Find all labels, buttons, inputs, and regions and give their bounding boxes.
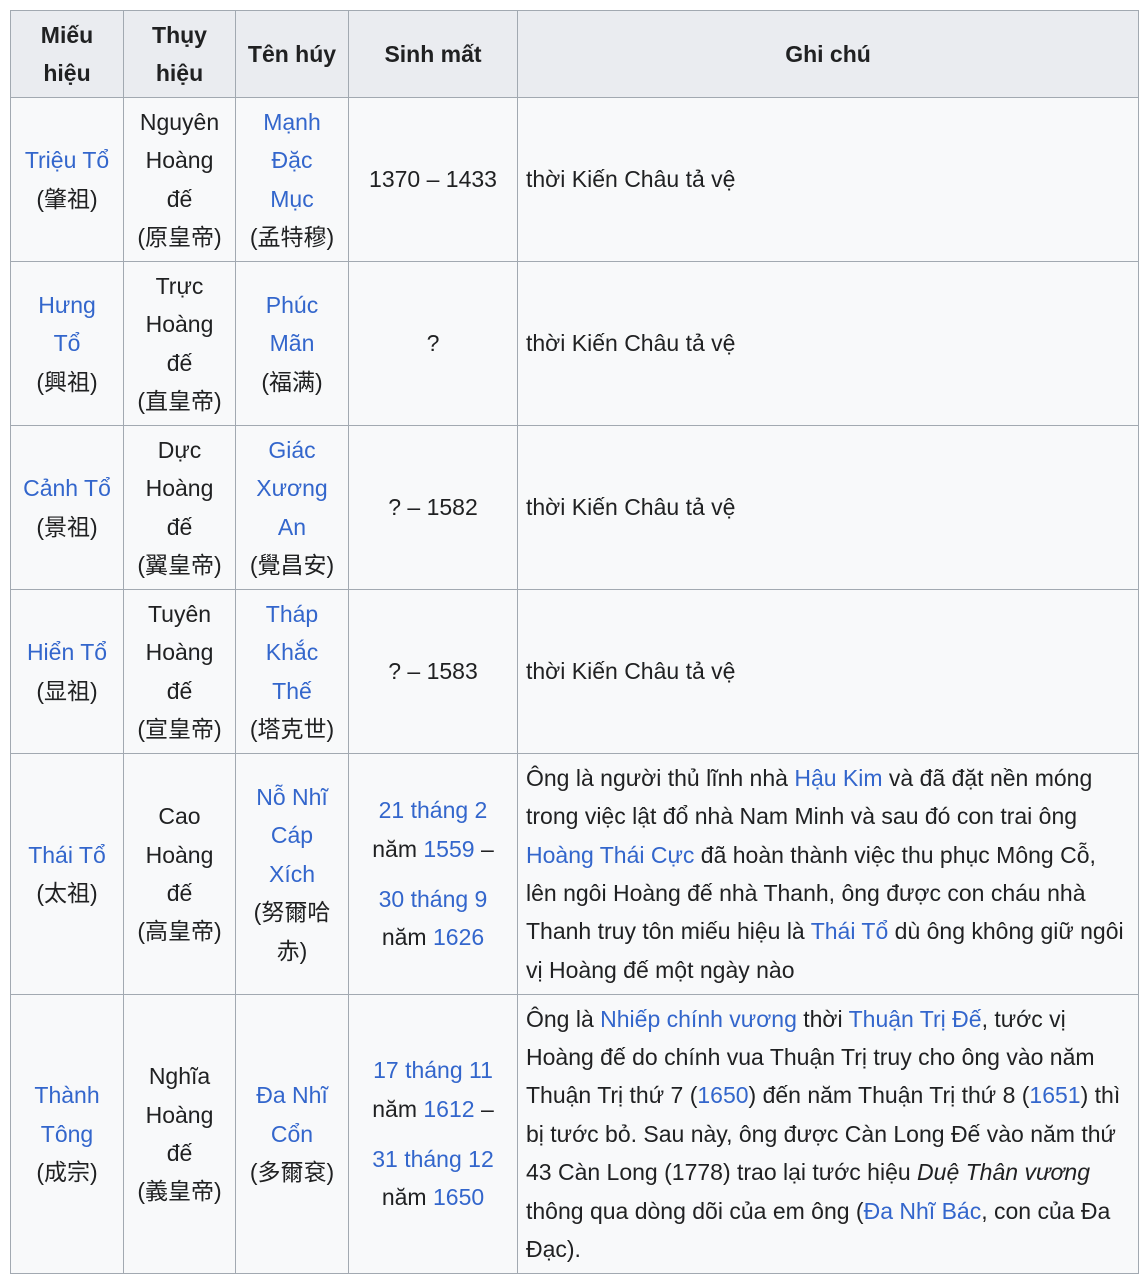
table-row: Thành Tông (成宗) Nghĩa Hoàng đế (義皇帝) Đa … bbox=[10, 994, 1139, 1274]
ten-huy-link[interactable]: Mạnh Đặc Mục bbox=[263, 108, 321, 212]
mieu-hieu-link[interactable]: Thành Tông bbox=[34, 1082, 100, 1147]
death-date-link[interactable]: 31 tháng 12 bbox=[372, 1146, 494, 1172]
sinh-mat-cell: ? – 1582 bbox=[348, 425, 518, 590]
ten-huy-cell: Giác Xương An (覺昌安) bbox=[235, 425, 349, 590]
nhiep-chinh-vuong-link[interactable]: Nhiếp chính vương bbox=[600, 1005, 797, 1032]
sinh-mat-cell: ? bbox=[348, 261, 518, 426]
ghi-chu-cell: thời Kiến Châu tả vệ bbox=[517, 261, 1139, 426]
mieu-hieu-cell: Thành Tông (成宗) bbox=[10, 994, 124, 1274]
thuy-hieu-cell: Nguyên Hoàng đế (原皇帝) bbox=[123, 97, 236, 262]
da-nhi-bac-link[interactable]: Đa Nhĩ Bác bbox=[863, 1197, 982, 1224]
birth-date-link[interactable]: 21 tháng 2 bbox=[378, 797, 488, 824]
mieu-hieu-han: (显祖) bbox=[36, 677, 98, 704]
ten-huy-cell: Nỗ Nhĩ Cáp Xích (努爾哈 赤) bbox=[235, 753, 349, 995]
mieu-hieu-cell: Triệu Tổ (肇祖) bbox=[10, 97, 124, 262]
due-than-vuong-title: Duệ Thân vương bbox=[917, 1159, 1091, 1186]
thai-to-link[interactable]: Thái Tổ bbox=[810, 918, 889, 945]
ten-huy-cell: Mạnh Đặc Mục (孟特穆) bbox=[235, 97, 349, 262]
birth-year-link[interactable]: 1559 bbox=[423, 835, 475, 862]
birth-year-link[interactable]: 1612 bbox=[423, 1095, 475, 1122]
ghi-chu-cell: thời Kiến Châu tả vệ bbox=[517, 589, 1139, 754]
death-year-link[interactable]: 1650 bbox=[432, 1184, 485, 1211]
thuy-hieu-cell: Nghĩa Hoàng đế (義皇帝) bbox=[123, 994, 236, 1274]
ghi-chu-cell: thời Kiến Châu tả vệ bbox=[517, 97, 1139, 262]
table-row: Cảnh Tổ (景祖) Dực Hoàng đế (翼皇帝) Giác Xươ… bbox=[10, 425, 1139, 590]
ten-huy-cell: Đa Nhĩ Cổn (多爾袞) bbox=[235, 994, 349, 1274]
birth-date-link[interactable]: 17 tháng 11 bbox=[373, 1057, 493, 1084]
ten-huy-link[interactable]: Phúc Mãn bbox=[265, 291, 319, 357]
death-year-link[interactable]: 1626 bbox=[432, 924, 485, 951]
ghi-chu-cell: thời Kiến Châu tả vệ bbox=[517, 425, 1139, 590]
mieu-hieu-cell: Hiển Tổ (显祖) bbox=[10, 589, 124, 754]
table-row: Triệu Tổ (肇祖) Nguyên Hoàng đế (原皇帝) Mạnh… bbox=[10, 97, 1139, 262]
ghi-chu-cell: Ông là người thủ lĩnh nhà Hậu Kim và đã … bbox=[517, 753, 1139, 995]
table-row: Hưng Tổ (興祖) Trực Hoàng đế (直皇帝) Phúc Mã… bbox=[10, 261, 1139, 426]
thuy-hieu-cell: Trực Hoàng đế (直皇帝) bbox=[123, 261, 236, 426]
header-ten-huy[interactable]: Tên húy bbox=[235, 10, 349, 98]
hau-kim-link[interactable]: Hậu Kim bbox=[794, 764, 883, 791]
mieu-hieu-link[interactable]: Hiển Tổ bbox=[26, 639, 108, 666]
ten-huy-cell: Tháp Khắc Thế (塔克世) bbox=[235, 589, 349, 754]
header-thuy-hieu[interactable]: Thụy hiệu bbox=[123, 10, 236, 98]
ten-huy-link[interactable]: Đa Nhĩ Cổn bbox=[256, 1082, 328, 1147]
rulers-table: Miếu hiệu Thụy hiệu Tên húy Sinh mất Ghi… bbox=[10, 10, 1139, 1274]
ten-huy-link[interactable]: Nỗ Nhĩ Cáp Xích bbox=[256, 783, 328, 887]
mieu-hieu-cell: Thái Tổ (太祖) bbox=[10, 753, 124, 995]
ten-huy-cell: Phúc Mãn (福满) bbox=[235, 261, 349, 426]
mieu-hieu-han: (太祖) bbox=[36, 880, 98, 906]
sinh-mat-cell: ? – 1583 bbox=[348, 589, 518, 754]
sinh-mat-cell: 21 tháng 2 năm 1559 – 30 tháng 9 năm 162… bbox=[348, 753, 518, 995]
header-ghi-chu[interactable]: Ghi chú bbox=[517, 10, 1139, 98]
sinh-mat-cell: 1370 – 1433 bbox=[348, 97, 518, 262]
thuy-hieu-cell: Cao Hoàng đế (高皇帝) bbox=[123, 753, 236, 995]
header-sinh-mat[interactable]: Sinh mất bbox=[348, 10, 518, 98]
sinh-mat-cell: 17 tháng 11 năm 1612 – 31 tháng 12 năm 1… bbox=[348, 994, 518, 1274]
mieu-hieu-cell: Hưng Tổ (興祖) bbox=[10, 261, 124, 426]
thuan-tri-de-link[interactable]: Thuận Trị Đế bbox=[848, 1005, 982, 1032]
hoang-thai-cuc-link[interactable]: Hoàng Thái Cực bbox=[526, 841, 695, 868]
mieu-hieu-han: (興祖) bbox=[36, 368, 98, 395]
ten-huy-link[interactable]: Giác Xương An bbox=[256, 436, 328, 540]
mieu-hieu-han: (肇祖) bbox=[36, 185, 98, 212]
mieu-hieu-link[interactable]: Cảnh Tổ bbox=[23, 475, 111, 502]
header-row: Miếu hiệu Thụy hiệu Tên húy Sinh mất Ghi… bbox=[10, 10, 1139, 98]
thuy-hieu-cell: Tuyên Hoàng đế (宣皇帝) bbox=[123, 589, 236, 754]
mieu-hieu-han: (景祖) bbox=[36, 513, 98, 540]
mieu-hieu-link[interactable]: Thái Tổ bbox=[28, 841, 106, 868]
year-1650-link[interactable]: 1650 bbox=[697, 1082, 749, 1109]
mieu-hieu-link[interactable]: Hưng Tổ bbox=[38, 291, 96, 357]
ten-huy-link[interactable]: Tháp Khắc Thế bbox=[265, 600, 319, 704]
thuy-hieu-cell: Dực Hoàng đế (翼皇帝) bbox=[123, 425, 236, 590]
year-1651-link[interactable]: 1651 bbox=[1029, 1082, 1081, 1109]
ghi-chu-cell: Ông là Nhiếp chính vương thời Thuận Trị … bbox=[517, 994, 1139, 1274]
header-mieu-hieu[interactable]: Miếu hiệu bbox=[10, 10, 124, 98]
table-row: Thái Tổ (太祖) Cao Hoàng đế (高皇帝) Nỗ Nhĩ C… bbox=[10, 753, 1139, 995]
mieu-hieu-han: (成宗) bbox=[36, 1159, 98, 1186]
mieu-hieu-cell: Cảnh Tổ (景祖) bbox=[10, 425, 124, 590]
death-date-link[interactable]: 30 tháng 9 bbox=[378, 886, 488, 912]
table-row: Hiển Tổ (显祖) Tuyên Hoàng đế (宣皇帝) Tháp K… bbox=[10, 589, 1139, 754]
mieu-hieu-link[interactable]: Triệu Tổ bbox=[24, 147, 110, 174]
